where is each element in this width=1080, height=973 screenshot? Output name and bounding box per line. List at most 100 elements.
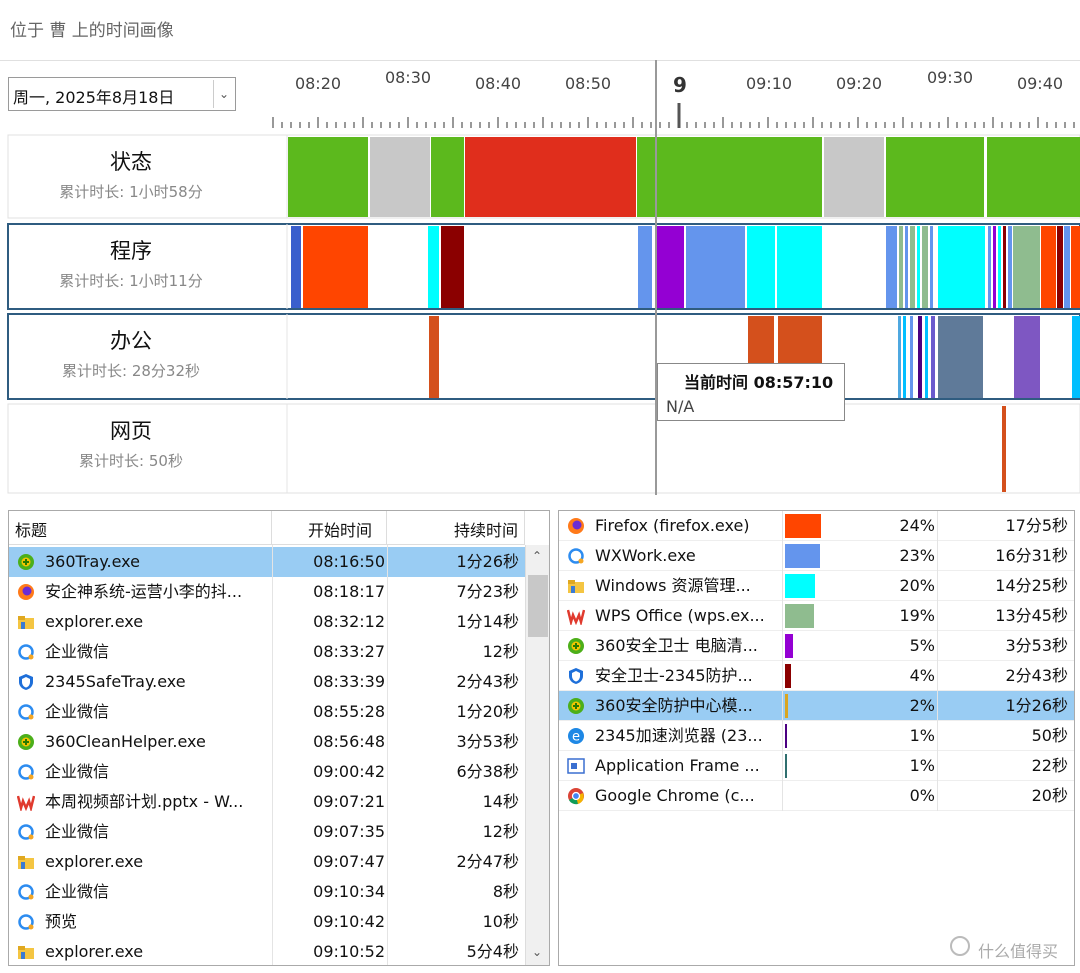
- activity-segment: [922, 226, 928, 308]
- cell-start: 08:56:48: [313, 732, 385, 751]
- activity-segment: [747, 226, 775, 308]
- app-icon: e: [567, 727, 585, 745]
- app-icon: [567, 637, 585, 655]
- cell-start: 09:07:47: [313, 852, 385, 871]
- column-divider: [937, 511, 938, 811]
- app-icon: [567, 667, 585, 685]
- column-header[interactable]: 持续时间: [387, 511, 525, 545]
- row-divider: [559, 660, 1074, 661]
- scroll-up[interactable]: ⌃: [532, 549, 543, 563]
- time-label: 08:20: [295, 74, 341, 93]
- cell-duration: 1分26秒: [456, 552, 519, 571]
- column-header[interactable]: 开始时间: [272, 511, 387, 545]
- time-label: 09:30: [927, 68, 973, 87]
- table-row[interactable]: Windows 资源管理... 20% 14分25秒: [559, 571, 1074, 601]
- cell-duration: 2分43秒: [456, 672, 519, 691]
- table-row[interactable]: 企业微信 08:55:28 1分20秒: [9, 697, 525, 727]
- table-row[interactable]: 360Tray.exe 08:16:50 1分26秒: [9, 547, 525, 577]
- time-label: 08:30: [385, 68, 431, 87]
- table-row[interactable]: 360安全卫士 电脑清... 5% 3分53秒: [559, 631, 1074, 661]
- activity-segment: [1014, 316, 1040, 398]
- time-label: 9: [673, 73, 687, 97]
- table-row[interactable]: e 2345加速浏览器 (23... 1% 50秒: [559, 721, 1074, 751]
- table-row[interactable]: Firefox (firefox.exe) 24% 17分5秒: [559, 511, 1074, 541]
- track-background: [7, 403, 1080, 494]
- app-icon: [17, 883, 35, 901]
- table-row[interactable]: 360CleanHelper.exe 08:56:48 3分53秒: [9, 727, 525, 757]
- time-label: 09:10: [746, 74, 792, 93]
- cell-start: 09:07:35: [313, 822, 385, 841]
- table-row[interactable]: explorer.exe 09:10:52 5分4秒: [9, 937, 525, 965]
- app-icon: [567, 517, 585, 535]
- cell-start: 09:10:34: [313, 882, 385, 901]
- svg-text:e: e: [572, 730, 580, 745]
- activity-segment: [899, 226, 903, 308]
- table-row[interactable]: 企业微信 08:33:27 12秒: [9, 637, 525, 667]
- app-icon: [17, 673, 35, 691]
- table-row[interactable]: 企业微信 09:10:34 8秒: [9, 877, 525, 907]
- scroll-thumb[interactable]: [528, 575, 548, 637]
- cell-duration: 3分53秒: [456, 732, 519, 751]
- table-row[interactable]: Google Chrome (c... 0% 20秒: [559, 781, 1074, 811]
- cell-duration: 20秒: [1031, 786, 1068, 805]
- activity-segment: [441, 226, 464, 308]
- track-total: 累计时长: 50秒: [79, 452, 183, 470]
- table-row[interactable]: 360安全防护中心模... 2% 1分26秒: [559, 691, 1074, 721]
- table-row[interactable]: WPS Office (wps.ex... 19% 13分45秒: [559, 601, 1074, 631]
- cell-percent: 19%: [899, 606, 935, 625]
- activity-segment: [656, 226, 684, 308]
- app-icon: [17, 643, 35, 661]
- table-row[interactable]: 安全卫士-2345防护... 4% 2分43秒: [559, 661, 1074, 691]
- table-row[interactable]: 企业微信 09:07:35 12秒: [9, 817, 525, 847]
- table-row[interactable]: 本周视频部计划.pptx - W... 09:07:21 14秒: [9, 787, 525, 817]
- activity-segment: [925, 316, 928, 398]
- table-row[interactable]: WXWork.exe 23% 16分31秒: [559, 541, 1074, 571]
- cell-title: 2345SafeTray.exe: [45, 672, 186, 691]
- divider: [0, 60, 1080, 61]
- track-total: 累计时长: 28分32秒: [62, 362, 200, 380]
- table-row[interactable]: explorer.exe 09:07:47 2分47秒: [9, 847, 525, 877]
- cell-app-name: WXWork.exe: [595, 546, 696, 565]
- watermark-text: 什么值得买: [978, 942, 1059, 961]
- column-header[interactable]: 标题: [9, 511, 272, 545]
- cell-duration: 50秒: [1031, 726, 1068, 745]
- table-row[interactable]: 企业微信 09:00:42 6分38秒: [9, 757, 525, 787]
- table-row[interactable]: 预览 09:10:42 10秒: [9, 907, 525, 937]
- cell-duration: 8秒: [492, 882, 519, 901]
- table-row[interactable]: 安企神系统-运营小李的抖... 08:18:17 7分23秒: [9, 577, 525, 607]
- cell-duration: 7分23秒: [456, 582, 519, 601]
- cell-title: 企业微信: [45, 822, 110, 841]
- column-divider: [272, 545, 273, 965]
- share-bar: [785, 724, 787, 748]
- activity-segment: [288, 137, 368, 217]
- summary-table: Firefox (firefox.exe) 24% 17分5秒 WXWork.exe 2…: [558, 510, 1075, 966]
- cell-start: 09:07:21: [313, 792, 385, 811]
- tooltip-text: N/A: [666, 397, 695, 416]
- cell-start: 08:55:28: [313, 702, 385, 721]
- scroll-down[interactable]: ⌄: [532, 945, 543, 959]
- table-row[interactable]: explorer.exe 08:32:12 1分14秒: [9, 607, 525, 637]
- activity-segment: [903, 316, 906, 398]
- activity-segment: [303, 226, 368, 308]
- table-row[interactable]: 2345SafeTray.exe 08:33:39 2分43秒: [9, 667, 525, 697]
- cell-title: explorer.exe: [45, 942, 144, 961]
- cell-duration: 12秒: [482, 642, 519, 661]
- time-label: 09:40: [1017, 74, 1063, 93]
- activity-segment: [931, 316, 935, 398]
- cell-app-name: 2345加速浏览器 (23...: [595, 726, 763, 745]
- row-divider: [559, 780, 1074, 781]
- cell-duration: 17分5秒: [1005, 516, 1068, 535]
- date-picker[interactable]: 周一, 2025年8月18日 ⌄: [8, 77, 236, 111]
- activity-segment: [1008, 226, 1012, 308]
- cell-duration: 2分47秒: [456, 852, 519, 871]
- share-bar: [785, 664, 791, 688]
- cell-start: 08:33:27: [313, 642, 385, 661]
- cell-app-name: Firefox (firefox.exe): [595, 516, 750, 535]
- column-header-text: 标题: [15, 521, 48, 540]
- row-divider: [559, 690, 1074, 691]
- table-row[interactable]: Application Frame ... 1% 22秒: [559, 751, 1074, 781]
- dropdown-button[interactable]: ⌄: [213, 80, 234, 108]
- scrollbar[interactable]: ⌃ ⌄: [525, 545, 549, 965]
- activity-segment: [428, 226, 439, 308]
- cell-percent: 1%: [909, 726, 935, 745]
